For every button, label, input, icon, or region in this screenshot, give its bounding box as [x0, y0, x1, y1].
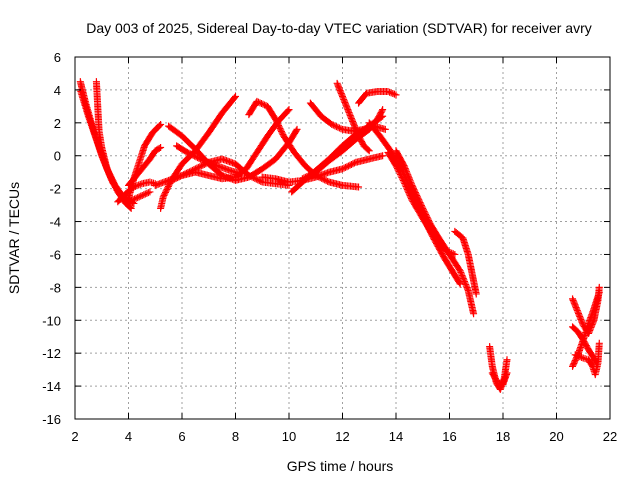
series-arc-18	[355, 88, 400, 107]
series-arc-21	[392, 147, 478, 318]
data-markers	[173, 142, 245, 178]
y-tick-label: -16	[42, 412, 61, 427]
series-arc-28	[571, 339, 603, 379]
data-markers	[355, 88, 400, 107]
y-tick-label: -2	[49, 182, 61, 197]
y-axis-label: SDTVAR / TECUs	[6, 182, 22, 294]
chart-title: Day 003 of 2025, Sidereal Day-to-day VTE…	[86, 20, 592, 36]
series-arc-27	[569, 323, 601, 367]
data-markers	[125, 144, 165, 189]
x-tick-label: 6	[178, 429, 185, 444]
x-tick-label: 4	[125, 429, 132, 444]
y-tick-label: -4	[49, 215, 61, 230]
x-tick-label: 12	[335, 429, 349, 444]
x-tick-label: 20	[549, 429, 563, 444]
y-tick-label: 0	[54, 149, 61, 164]
x-tick-label: 10	[282, 429, 296, 444]
data-layer	[76, 78, 603, 393]
y-tick-label: -12	[42, 346, 61, 361]
data-markers	[333, 79, 373, 155]
series-arc-22	[451, 227, 480, 298]
tick-layer: 2 4 6 8 10 12 14 16 18 20 22 -16 -14 -12 -10 -8 -6 -4 -2 0 2…	[42, 50, 617, 444]
series-arc-24	[488, 369, 511, 388]
series-arc-17	[333, 79, 373, 155]
series-arc-6	[125, 144, 165, 189]
series-arc-23	[486, 343, 511, 393]
y-tick-label: -10	[42, 313, 61, 328]
series-arc-11	[173, 142, 245, 178]
y-tick-label: -6	[49, 247, 61, 262]
data-markers	[488, 369, 511, 388]
data-markers	[571, 339, 603, 379]
data-markers	[451, 227, 480, 298]
data-markers	[569, 323, 601, 367]
x-tick-label: 16	[442, 429, 456, 444]
y-tick-label: -8	[49, 280, 61, 295]
y-tick-label: 2	[54, 116, 61, 131]
x-axis-label: GPS time / hours	[287, 458, 394, 474]
x-tick-label: 22	[603, 429, 617, 444]
data-markers	[486, 343, 511, 393]
x-tick-label: 14	[389, 429, 403, 444]
x-tick-label: 18	[496, 429, 510, 444]
x-tick-label: 8	[232, 429, 239, 444]
x-tick-label: 2	[71, 429, 78, 444]
data-markers	[392, 147, 478, 318]
grid-layer	[75, 57, 610, 419]
y-tick-label: -14	[42, 379, 61, 394]
y-tick-label: 6	[54, 50, 61, 65]
y-tick-label: 4	[54, 83, 61, 98]
